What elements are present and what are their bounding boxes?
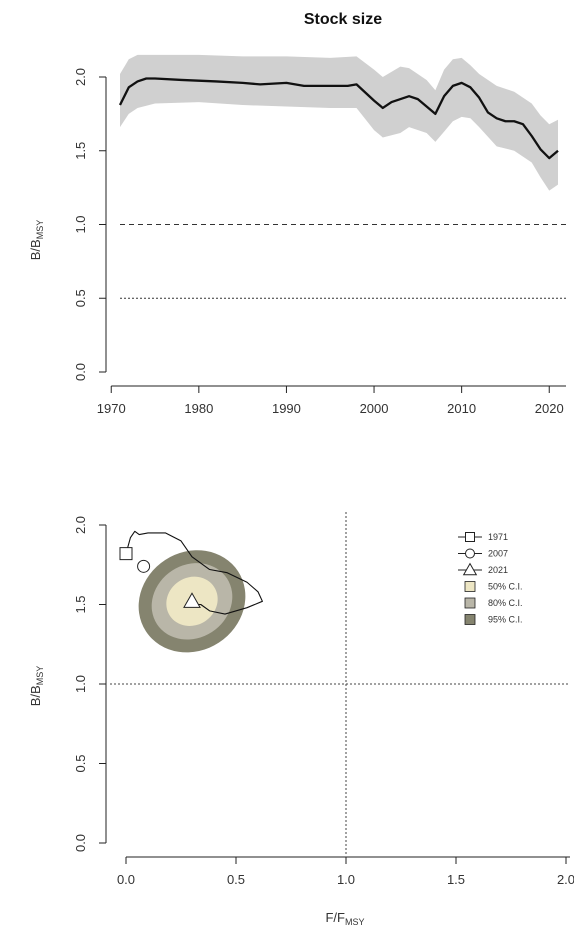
svg-text:B/BMSY: B/BMSY: [28, 220, 45, 260]
legend-item: 80% C.I.: [464, 597, 523, 609]
y-tick-label: 1.5: [73, 142, 88, 160]
legend-symbol-triangle: [462, 562, 478, 576]
legend-symbol-square: [465, 532, 475, 542]
x-tick-label: 0.0: [117, 872, 135, 887]
marker-2007: [137, 559, 151, 573]
y-ticks: 0.0 0.5 1.0 1.5 2.0: [73, 516, 106, 852]
svg-text:F/FMSY: F/FMSY: [325, 910, 364, 927]
y-tick-label: 0.5: [73, 754, 88, 772]
svg-text:B/BMSY: B/BMSY: [28, 666, 45, 706]
y-axis-label: B/BMSY: [28, 220, 45, 260]
marker-1971: [119, 547, 133, 561]
y-axis-label-main: B/B: [28, 685, 43, 706]
x-tick-label: 2.0: [557, 872, 574, 887]
legend-label: 2021: [488, 565, 508, 575]
legend-label: 50% C.I.: [488, 582, 523, 592]
y-tick-label: 0.0: [73, 834, 88, 852]
legend-label: 80% C.I.: [488, 598, 523, 608]
biomass-line: [118, 77, 559, 160]
x-tick-label: 1990: [272, 401, 301, 416]
reference-lines: [110, 512, 570, 855]
y-axis-label-sub: MSY: [35, 666, 45, 686]
x-axis-label-sub: MSY: [345, 917, 365, 927]
x-ticks: 1970 1980 1990 2000 2010 2020: [97, 386, 564, 416]
x-tick-label: 2020: [535, 401, 564, 416]
y-tick-label: 1.0: [73, 215, 88, 233]
legend: 1971 2007 2021 50% C.I. 80% C.I. 95% C.I.: [458, 532, 523, 625]
legend-swatch: [464, 597, 476, 609]
legend-swatch: [464, 614, 476, 625]
x-tick-label: 1.5: [447, 872, 465, 887]
x-tick-label: 0.5: [227, 872, 245, 887]
confidence-band-area: [120, 54, 558, 191]
legend-symbol-circle: [465, 548, 475, 559]
x-axis-label: F/FMSY: [325, 910, 364, 927]
x-tick-label: 1980: [184, 401, 213, 416]
stock-size-chart: Stock size B/BMSY 1970 1980 1990 2000 2010 20…: [28, 11, 566, 416]
legend-item: 95% C.I.: [464, 614, 523, 625]
legend-label: 1971: [488, 532, 508, 542]
marker-2021: [183, 592, 201, 608]
x-ticks: 0.0 0.5 1.0 1.5 2.0: [117, 857, 574, 887]
y-axis-label-main: B/B: [28, 239, 43, 260]
reference-lines: [120, 223, 566, 299]
legend-item: 1971: [458, 532, 508, 542]
y-tick-label: 2.0: [73, 68, 88, 86]
year-markers: [119, 547, 201, 608]
trajectory-line: [125, 530, 263, 615]
legend-swatch: [464, 581, 476, 592]
biomass-series-line: [118, 77, 559, 160]
kobe-plot: B/BMSY F/FMSY 0.0 0.5 1.0 1.5 2.0 0.00.51.01…: [28, 512, 574, 927]
legend-item: 2007: [458, 548, 508, 559]
x-tick-label: 1.0: [337, 872, 355, 887]
chart-title: Stock size: [304, 11, 382, 28]
x-tick-label: 2010: [447, 401, 476, 416]
legend-item: 50% C.I.: [464, 581, 523, 592]
x-tick-label: 2000: [360, 401, 389, 416]
x-axis-label-main: F/F: [325, 910, 345, 925]
y-axis-label: B/BMSY: [28, 666, 45, 706]
confidence-band: [120, 54, 558, 191]
y-tick-label: 0.0: [73, 363, 88, 381]
y-tick-label: 1.0: [73, 675, 88, 693]
y-tick-label: 0.5: [73, 289, 88, 307]
trajectory: [125, 530, 263, 615]
y-axis-label-sub: MSY: [35, 220, 45, 240]
y-tick-label: 1.5: [73, 595, 88, 613]
legend-label: 2007: [488, 549, 508, 559]
y-tick-label: 2.0: [73, 516, 88, 534]
legend-item: 2021: [458, 562, 508, 576]
x-tick-label: 1970: [97, 401, 126, 416]
y-ticks: 0.0 0.5 1.0 1.5 2.0: [73, 68, 106, 381]
legend-label: 95% C.I.: [488, 615, 523, 625]
